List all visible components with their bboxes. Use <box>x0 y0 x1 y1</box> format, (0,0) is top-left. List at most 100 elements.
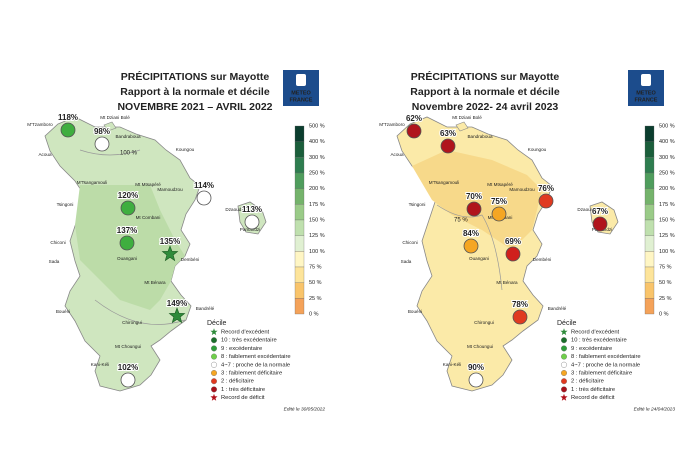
legend-dot <box>210 337 217 344</box>
map-title: Rapport à la normale et décile <box>120 86 270 98</box>
station-marker <box>468 372 484 388</box>
place-name: Mt Dziani Bolé <box>452 115 482 120</box>
map-panel: 100 % M'Tzamboro Mt Dziani Bolé Bandraboua K… <box>27 70 325 412</box>
legend-label: Record d'excédent <box>221 330 270 336</box>
scale-swatch <box>294 204 305 221</box>
station-marker <box>466 201 482 217</box>
station-marker <box>94 136 110 152</box>
scale-label: 175 % <box>309 202 325 208</box>
scale-label: 150 % <box>659 217 675 223</box>
contour-line <box>436 204 503 291</box>
island-map: 100 % M'Tzamboro Mt Dziani Bolé Bandraboua K… <box>27 112 267 392</box>
islet <box>455 121 469 132</box>
place-name: Mt Choungui <box>115 344 141 349</box>
scale-swatch <box>644 188 655 205</box>
station-star <box>161 245 179 262</box>
legend-star <box>560 393 568 401</box>
place-name: Mt Bénara <box>496 280 518 285</box>
scale-swatch <box>644 282 655 299</box>
station-value: 90% <box>468 363 484 372</box>
scale-swatch <box>644 157 655 174</box>
place-name: Ouangani <box>117 256 137 261</box>
legend-title: Décile <box>557 320 577 327</box>
logo-text: FRANCE <box>635 97 658 103</box>
scale-label: 500 % <box>659 123 675 129</box>
station-value: 113% <box>242 205 262 214</box>
station-value: 70% <box>466 192 482 201</box>
station-value: 149% <box>167 299 187 308</box>
scale-swatch <box>644 172 655 189</box>
logo-emblem <box>296 74 306 86</box>
scale-swatch <box>644 298 655 315</box>
station-marker <box>512 309 528 325</box>
station-value: 75% <box>491 197 507 206</box>
place-name: Bouéni <box>56 309 70 314</box>
scale-label: 150 % <box>309 217 325 223</box>
station-star <box>168 307 186 324</box>
legend-dot <box>210 345 217 352</box>
place-name: Dzaoudzi <box>577 207 596 212</box>
scale-label: 25 % <box>309 296 322 302</box>
scale-label: 400 % <box>659 139 675 145</box>
scale-label: 100 % <box>309 249 325 255</box>
legend-dot <box>561 370 568 377</box>
station-marker <box>440 138 456 154</box>
scale-label: 75 % <box>659 264 672 270</box>
scale-swatch <box>294 266 305 283</box>
place-name: Acoua <box>38 152 51 157</box>
edit-date: Edité le 24/04/2023 <box>634 406 676 412</box>
place-name: Kani-Kéli <box>443 362 461 367</box>
scale-label: 25 % <box>659 296 672 302</box>
scale-swatch <box>294 298 305 315</box>
place-name: Chirongui <box>474 320 494 325</box>
map-title: Novembre 2022- 24 avril 2023 <box>412 101 559 113</box>
place-name: Koungou <box>176 147 195 152</box>
scale-swatch <box>644 251 655 268</box>
legend-dot <box>561 378 568 385</box>
station-marker <box>491 206 507 222</box>
scale-swatch <box>644 125 655 142</box>
scale-swatch <box>294 125 305 142</box>
station-marker <box>592 216 608 232</box>
legend-label: 8 : faiblement excédentaire <box>221 354 291 360</box>
legend-star <box>210 393 218 401</box>
station-value: 135% <box>160 237 180 246</box>
island-map: 75 % M'Tzamboro Mt Dziani Bolé Bandraboua Ko… <box>379 113 619 392</box>
place-name: Tsingoni <box>409 202 426 207</box>
logo-text: FRANCE <box>290 97 313 103</box>
place-name: Mt Choungui <box>467 344 493 349</box>
scale-swatch <box>294 141 305 158</box>
station-value: 63% <box>440 129 456 138</box>
scale-swatch <box>294 251 305 268</box>
place-name: Mt Combani <box>136 215 161 220</box>
legend-label: 1 : très déficitaire <box>571 387 615 393</box>
place-name: Bandrélé <box>196 306 215 311</box>
map-panel: 75 % M'Tzamboro Mt Dziani Bolé Bandraboua Ko… <box>379 70 675 412</box>
station-value: 118% <box>58 113 78 122</box>
place-name: Bandraboua <box>115 134 140 139</box>
legend-label: 8 : faiblement excédentaire <box>571 354 641 360</box>
scale-label: 300 % <box>309 155 325 161</box>
map-title: PRÉCIPITATIONS sur Mayotte <box>121 70 270 83</box>
station-marker <box>60 122 76 138</box>
scale-label: 75 % <box>309 264 322 270</box>
place-name: Koungou <box>528 147 547 152</box>
legend-label: 2 : déficitaire <box>571 379 604 385</box>
edit-date: Edité le 30/05/2022 <box>284 406 326 412</box>
scale-label: 0 % <box>309 311 319 317</box>
station-marker <box>538 193 554 209</box>
legend-label: 3 : faiblement déficitaire <box>221 371 282 377</box>
scale-label: 250 % <box>659 170 675 176</box>
scale-swatch <box>644 266 655 283</box>
logo-text: METEO <box>636 90 656 96</box>
legend-label: Record de déficit <box>571 395 615 401</box>
station-value: 102% <box>118 363 138 372</box>
place-name: Kani-Kéli <box>91 362 109 367</box>
station-marker <box>120 372 136 388</box>
logo-text: METEO <box>291 90 311 96</box>
scale-swatch <box>294 282 305 299</box>
legend-label: 10 : très excédentaire <box>221 338 277 344</box>
place-name: Sada <box>401 259 412 264</box>
place-name: Dembéni <box>181 257 199 262</box>
